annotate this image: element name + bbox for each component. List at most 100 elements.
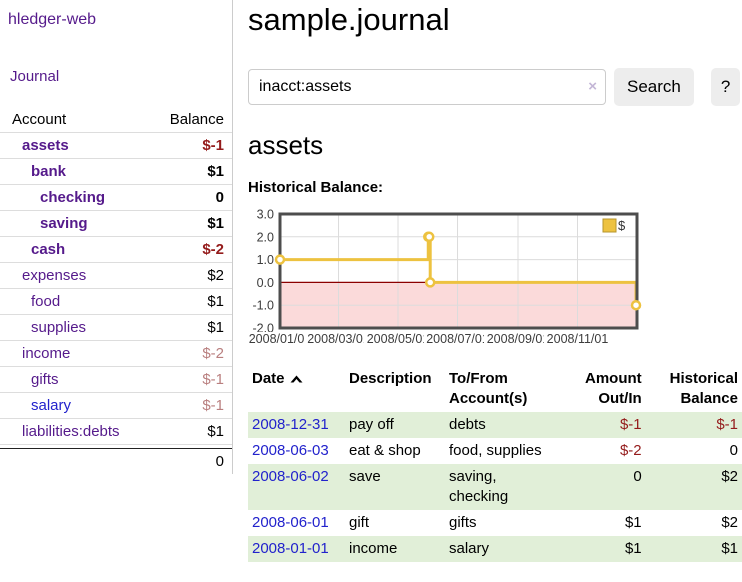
- account-row: assets $-1: [0, 133, 232, 159]
- legend-swatch: [602, 218, 617, 233]
- transaction-date-link[interactable]: 2008-12-31: [252, 416, 329, 433]
- search-box: ×: [248, 69, 606, 105]
- x-axis-tick-label: 2008/05/01: [364, 332, 433, 346]
- account-link-cash[interactable]: cash: [31, 241, 66, 258]
- account-link-liabilities-debts[interactable]: liabilities:debts: [22, 423, 120, 440]
- transaction-amount: $1: [624, 540, 642, 557]
- account-link-saving[interactable]: saving: [40, 215, 88, 232]
- transaction-balance: $2: [721, 468, 738, 485]
- transaction-description: save: [349, 468, 381, 485]
- transaction-description: income: [349, 540, 398, 557]
- register-col-date[interactable]: Date: [248, 366, 345, 412]
- account-link-supplies[interactable]: supplies: [31, 319, 87, 336]
- data-point: [424, 277, 436, 288]
- account-row: checking 0: [0, 185, 232, 211]
- search-input[interactable]: [248, 69, 606, 105]
- account-balance: $-1: [202, 397, 224, 414]
- data-point: [423, 231, 435, 243]
- y-axis-tick-label: -1.0: [252, 299, 274, 313]
- account-balance: 0: [215, 189, 224, 206]
- account-link-checking[interactable]: checking: [40, 189, 106, 206]
- y-axis-tick-label: 2.0: [257, 230, 274, 244]
- accounts-table-header: Account Balance: [0, 107, 232, 133]
- transaction-date-link[interactable]: 2008-01-01: [252, 540, 329, 557]
- account-link-bank[interactable]: bank: [31, 163, 67, 180]
- data-point: [274, 254, 286, 265]
- register-header-row: Date Description To/From Account(s) Amou…: [248, 366, 742, 412]
- data-point: [630, 299, 642, 311]
- account-balance: $-2: [202, 345, 224, 362]
- page-title: sample.journal: [248, 2, 450, 37]
- account-link-gifts[interactable]: gifts: [31, 371, 59, 388]
- account-balance: $1: [207, 215, 224, 232]
- transaction-balance: $2: [721, 514, 738, 531]
- table-row: 2008-06-03 eat & shop food, supplies $-2 0: [248, 438, 742, 464]
- account-link-food[interactable]: food: [31, 293, 61, 310]
- account-row: cash $-2: [0, 237, 232, 263]
- transaction-date-link[interactable]: 2008-06-03: [252, 442, 329, 459]
- account-row: income $-2: [0, 341, 232, 367]
- x-axis-tick-label: 2008/09/01: [484, 332, 552, 346]
- x-axis-tick-label: 2008/11/01: [543, 332, 612, 346]
- account-row: gifts $-1: [0, 367, 232, 393]
- account-balance: $1: [207, 423, 224, 440]
- transaction-balance: $1: [721, 540, 738, 557]
- transaction-balance: 0: [729, 442, 738, 459]
- transaction-amount: $-1: [619, 416, 642, 433]
- account-balance: $-2: [202, 241, 224, 258]
- account-balance: $1: [207, 293, 224, 310]
- register-rows: 2008-12-31 pay off debts $-1 $-1 2008-06-03 ea…: [248, 412, 742, 562]
- y-axis-tick-label: 3.0: [257, 208, 274, 222]
- account-balance: $-1: [202, 137, 224, 154]
- register-table: Date Description To/From Account(s) Amou…: [248, 366, 742, 562]
- transaction-description: eat & shop: [349, 442, 421, 459]
- transaction-date-link[interactable]: 2008-06-02: [252, 468, 329, 485]
- accounts-total-row: 0: [0, 448, 232, 474]
- search-button[interactable]: Search: [614, 68, 694, 106]
- account-balance: $-1: [202, 371, 224, 388]
- register-col-amount: Amount Out/In: [585, 370, 642, 407]
- account-row: saving $1: [0, 211, 232, 237]
- y-axis-tick-label: 0.0: [257, 276, 274, 290]
- accounts-total-value: 0: [215, 453, 224, 470]
- y-axis-tick-label: 1.0: [257, 253, 274, 267]
- legend-label: $: [618, 218, 626, 233]
- clear-search-icon[interactable]: ×: [588, 78, 597, 95]
- help-button[interactable]: ?: [710, 68, 741, 106]
- balance-chart-svg: 3.0 2.0 1.0 0.0 -1.0 -2.0 $: [252, 208, 642, 333]
- account-balance: $2: [207, 267, 224, 284]
- transaction-account: gifts: [449, 514, 477, 531]
- transaction-amount: $1: [624, 514, 642, 531]
- account-row: supplies $1: [0, 315, 232, 341]
- account-rows: assets $-1 bank $1 checking 0 saving $1 cash $-2 e…: [0, 133, 232, 445]
- account-balance: $1: [207, 319, 224, 336]
- register-col-description: Description: [349, 370, 432, 387]
- y-axis-tick-label: -2.0: [252, 322, 274, 333]
- sort-ascending-icon: [290, 369, 303, 389]
- main-panel: sample.journal × Search ? assets Histori…: [233, 0, 742, 562]
- account-link-expenses[interactable]: expenses: [22, 267, 87, 284]
- transaction-account: debts: [449, 416, 486, 433]
- transaction-amount: 0: [633, 468, 642, 485]
- transaction-date-link[interactable]: 2008-06-01: [252, 514, 329, 531]
- app-title: hledger-web: [8, 11, 97, 28]
- chart-heading: Historical Balance:: [248, 179, 384, 196]
- app: hledger-web Journal Account Balance asse…: [0, 0, 742, 562]
- account-link-income[interactable]: income: [22, 345, 71, 362]
- transaction-account: salary: [449, 540, 490, 557]
- account-row: salary $-1: [0, 393, 232, 419]
- transaction-account: food, supplies: [449, 442, 542, 459]
- table-row: 2008-12-31 pay off debts $-1 $-1: [248, 412, 742, 438]
- account-row: liabilities:debts $1: [0, 419, 232, 445]
- account-link-salary[interactable]: salary: [31, 397, 72, 414]
- table-row: 2008-01-01 income salary $1 $1: [248, 536, 742, 562]
- account-row: bank $1: [0, 159, 232, 185]
- transaction-balance: $-1: [716, 416, 738, 433]
- account-title: assets: [248, 130, 324, 160]
- sidebar-item-journal[interactable]: Journal: [10, 68, 60, 85]
- account-link-assets[interactable]: assets: [22, 137, 69, 154]
- x-axis-tick-label: 2008/03/01: [304, 332, 373, 346]
- transaction-amount: $-2: [619, 442, 642, 459]
- register-col-account: To/From Account(s): [449, 370, 528, 407]
- register-col-balance: Historical Balance: [669, 370, 738, 407]
